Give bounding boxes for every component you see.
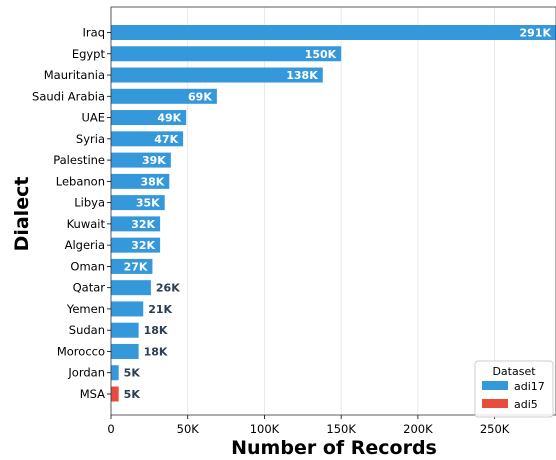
- bar-msa: [111, 386, 119, 402]
- y-tick-label-kuwait: Kuwait: [67, 217, 106, 231]
- bar-morocco: [111, 343, 139, 359]
- data-label-palestine: 39K: [142, 154, 166, 167]
- data-label-egypt: 150K: [305, 48, 337, 61]
- data-label-iraq: 291K: [520, 27, 552, 40]
- y-tick-label-palestine: Palestine: [53, 153, 105, 167]
- bar-saudi-arabia: [111, 88, 217, 104]
- bar-syria: [111, 131, 184, 147]
- x-tick-label-100k: 100K: [250, 422, 280, 436]
- data-label-saudi-arabia: 69K: [188, 90, 212, 103]
- legend-swatch-adi5: [482, 399, 508, 408]
- y-tick-label-morocco: Morocco: [57, 344, 105, 358]
- bar-yemen: [111, 301, 144, 317]
- legend: Dataset adi17 adi5: [474, 360, 554, 418]
- x-tick-label-0: 0: [107, 422, 114, 436]
- legend-title: Dataset: [492, 365, 536, 378]
- y-tick-label-qatar: Qatar: [73, 281, 106, 295]
- bar-mauritania: [111, 67, 323, 83]
- y-tick-label-uae: UAE: [81, 111, 105, 125]
- x-tick-label-150k: 150K: [326, 422, 356, 436]
- y-tick-label-syria: Syria: [76, 132, 105, 146]
- data-label-uae: 49K: [157, 112, 181, 125]
- data-label-syria: 47K: [154, 133, 178, 146]
- plot-frame: [110, 6, 556, 416]
- y-tick-label-mauritania: Mauritania: [44, 68, 105, 82]
- y-axis-title: Dialect: [11, 177, 33, 252]
- data-label-msa: 5K: [124, 388, 141, 401]
- data-label-oman: 27K: [124, 260, 148, 273]
- y-tick-label-algeria: Algeria: [65, 238, 105, 252]
- x-axis-title: Number of Records: [231, 437, 437, 459]
- bar-uae: [111, 110, 187, 126]
- legend-label-adi5: adi5: [514, 398, 538, 411]
- bar-kuwait: [111, 216, 161, 232]
- axes: [107, 6, 556, 419]
- data-label-morocco: 18K: [144, 345, 168, 358]
- legend-label-adi17: adi17: [514, 380, 545, 393]
- bar-libya: [111, 195, 165, 211]
- x-tick-labels: 0 50K 100K 150K 200K 250K: [107, 422, 509, 436]
- y-tick-label-lebanon: Lebanon: [56, 174, 105, 188]
- data-label-libya: 35K: [136, 197, 160, 210]
- y-tick-label-yemen: Yemen: [66, 302, 105, 316]
- y-tick-label-sudan: Sudan: [69, 323, 105, 337]
- y-tick-label-iraq: Iraq: [83, 26, 105, 40]
- y-tick-label-saudi-arabia: Saudi Arabia: [32, 89, 105, 103]
- y-tick-label-msa: MSA: [80, 387, 105, 401]
- bar-algeria: [111, 237, 161, 253]
- y-tick-label-oman: Oman: [70, 259, 105, 273]
- bar-palestine: [111, 152, 171, 168]
- bar-oman: [111, 258, 153, 274]
- data-label-algeria: 32K: [131, 239, 155, 252]
- bar-iraq: [111, 25, 556, 40]
- y-tick-label-libya: Libya: [74, 196, 105, 210]
- bar-jordan: [111, 365, 119, 381]
- bar-qatar: [111, 280, 151, 296]
- x-tick-label-50k: 50K: [177, 422, 200, 436]
- data-label-lebanon: 38K: [140, 175, 164, 188]
- data-label-kuwait: 32K: [131, 218, 155, 231]
- data-label-sudan: 18K: [144, 324, 168, 337]
- y-tick-labels: Iraq Egypt Mauritania Saudi Arabia UAE Syria P…: [32, 26, 105, 402]
- bar-sudan: [111, 322, 139, 338]
- data-label-mauritania: 138K: [286, 69, 318, 82]
- data-label-yemen: 21K: [148, 303, 172, 316]
- data-label-qatar: 26K: [156, 282, 180, 295]
- y-tick-label-jordan: Jordan: [67, 366, 105, 380]
- data-labels: 291K 150K 138K 69K 49K 47K 39K 38K 35K 32K 32K 27K 2…: [124, 27, 552, 402]
- bar-egypt: [111, 46, 342, 62]
- bar-lebanon: [111, 173, 170, 189]
- x-tick-label-200k: 200K: [403, 422, 433, 436]
- legend-swatch-adi17: [482, 381, 508, 390]
- x-tick-label-250k: 250K: [480, 422, 510, 436]
- data-label-jordan: 5K: [124, 367, 141, 380]
- bars: [111, 25, 556, 402]
- y-tick-label-egypt: Egypt: [72, 47, 106, 61]
